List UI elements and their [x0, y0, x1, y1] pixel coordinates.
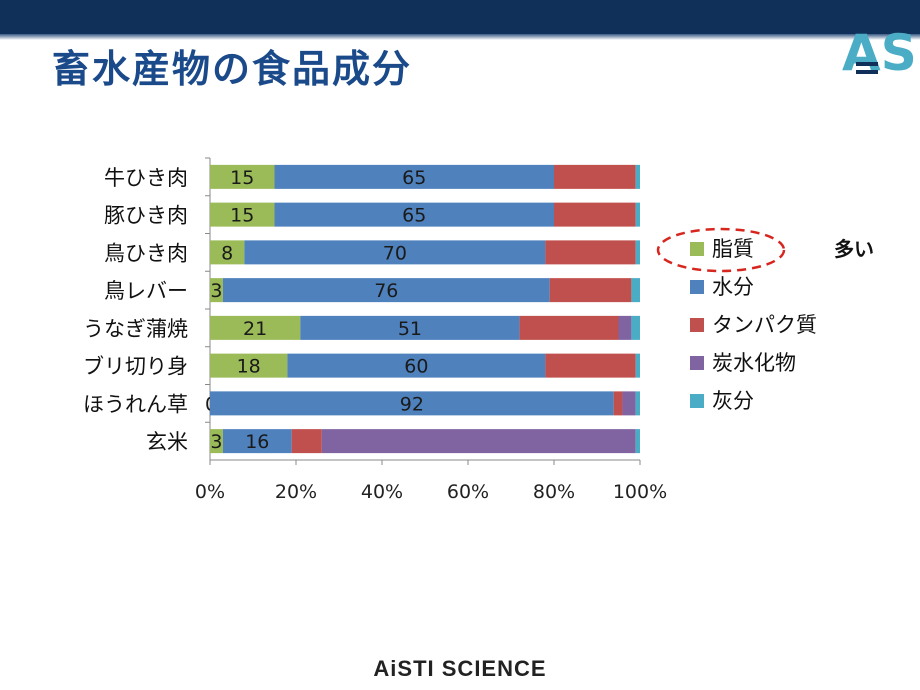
bar-segment — [321, 429, 636, 454]
x-tick-label: 0% — [195, 481, 225, 503]
header-band-fade — [0, 34, 920, 40]
data-label: 70 — [383, 242, 407, 264]
legend-label: 炭水化物 — [712, 351, 796, 375]
category-label: 牛ひき肉 — [104, 166, 188, 190]
legend-swatch — [690, 242, 704, 256]
bar-segment — [222, 429, 292, 454]
bar-segment — [244, 240, 546, 265]
bar-segment — [274, 164, 554, 189]
bar-segment — [210, 240, 245, 265]
logo-text: AS — [842, 24, 916, 82]
bar-segment — [631, 278, 640, 303]
data-label: 16 — [245, 431, 269, 453]
data-label: 15 — [230, 205, 254, 227]
bar-segment — [631, 315, 640, 340]
bar-segment — [300, 315, 520, 340]
category-label: 玄米 — [146, 430, 188, 454]
footer-brand: AiSTI SCIENCE — [373, 656, 547, 681]
bar-segment — [613, 391, 623, 416]
legend-swatch — [690, 394, 704, 408]
bar-segment — [210, 429, 223, 454]
data-label: 3 — [210, 431, 222, 453]
bar-segment — [287, 353, 546, 378]
x-tick-label: 100% — [613, 481, 667, 503]
bar-segment — [622, 391, 636, 416]
legend-label: 灰分 — [712, 389, 754, 413]
legend-swatch — [690, 280, 704, 294]
legend-swatch — [690, 356, 704, 370]
legend-label: 脂質 — [712, 237, 754, 261]
data-label: 92 — [400, 393, 424, 415]
bar-segment — [274, 202, 554, 227]
data-label: 60 — [404, 356, 428, 378]
bar-segment — [222, 278, 550, 303]
category-label: ほうれん草 — [83, 392, 188, 416]
bar-segment — [618, 315, 632, 340]
aisti-logo: AS — [842, 24, 916, 82]
data-label: 65 — [402, 205, 426, 227]
x-tick-label: 60% — [447, 481, 489, 503]
legend-label: タンパク質 — [712, 313, 817, 337]
bar-segment — [545, 240, 636, 265]
data-label: 18 — [237, 356, 261, 378]
bar-segment — [210, 278, 223, 303]
category-label: うなぎ蒲焼 — [83, 317, 188, 341]
bar-segment — [545, 353, 636, 378]
category-label: ブリ切り身 — [83, 355, 188, 379]
bar-segment — [635, 240, 640, 265]
data-label: 15 — [230, 167, 254, 189]
annotation-label: 多い — [834, 237, 874, 261]
bar-segment — [554, 164, 636, 189]
bar-segment — [635, 391, 640, 416]
highlight-ellipse — [656, 227, 786, 273]
bar-segment — [210, 315, 301, 340]
bar-segment — [291, 429, 322, 454]
category-label: 鳥レバー — [104, 279, 188, 303]
bar-segment — [519, 315, 619, 340]
x-tick-label: 40% — [361, 481, 403, 503]
category-label: 豚ひき肉 — [104, 204, 188, 228]
x-tick-label: 20% — [275, 481, 317, 503]
data-label: 76 — [374, 280, 398, 302]
data-label: 3 — [210, 280, 222, 302]
bar-segment — [635, 353, 640, 378]
stacked-bar-chart: 0% 20% 40% 60% 80% 100% 牛ひき肉 15 65 豚ひき肉 15 65 鳥ひき肉 8 7… — [83, 157, 874, 503]
bar-segment — [210, 353, 288, 378]
header-band — [0, 0, 920, 34]
data-label: 21 — [243, 318, 267, 340]
bar-segment — [210, 164, 275, 189]
bar-segment — [210, 391, 614, 416]
x-tick-label: 80% — [533, 481, 575, 503]
category-label: 鳥ひき肉 — [104, 241, 188, 265]
bar-segment — [549, 278, 632, 303]
data-label: 51 — [398, 318, 422, 340]
bar-segment — [635, 164, 640, 189]
data-label: 65 — [402, 167, 426, 189]
page-title: 畜水産物の食品成分 — [52, 47, 413, 91]
legend-label: 水分 — [712, 275, 754, 299]
bar-segment — [210, 202, 275, 227]
bar-segment — [635, 429, 640, 454]
legend-swatch — [690, 318, 704, 332]
bar-segment — [635, 202, 640, 227]
bar-segment — [554, 202, 636, 227]
data-label: 8 — [221, 242, 233, 264]
